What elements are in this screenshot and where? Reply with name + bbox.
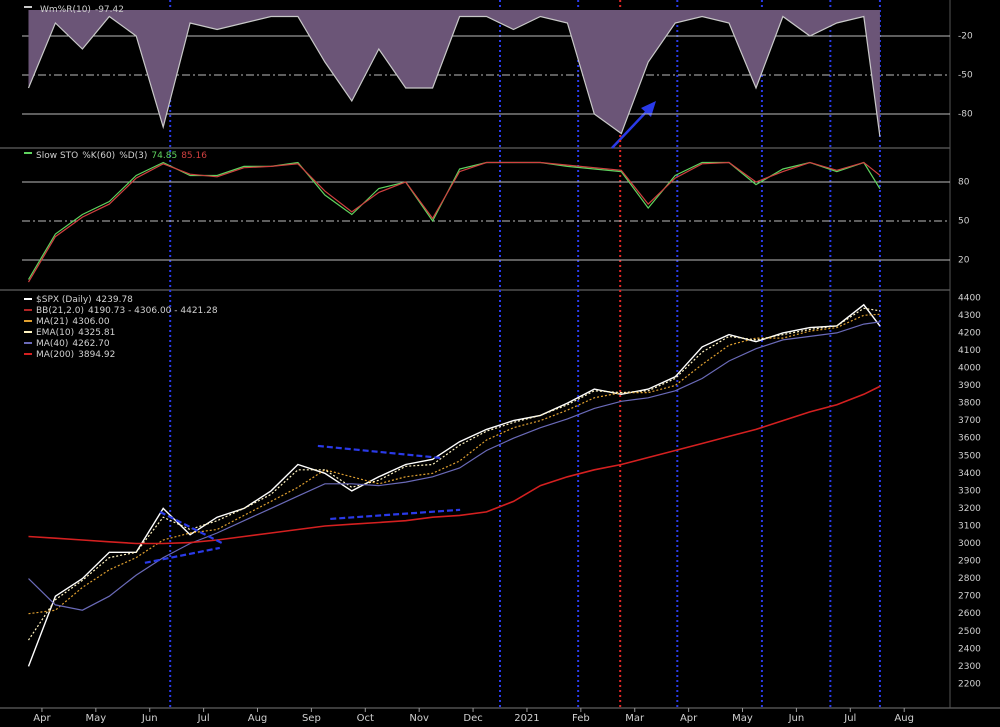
legend: MA(40) 4262.70 [36, 339, 110, 349]
y-tick-label: 3300 [958, 486, 981, 496]
y-tick-label: 2400 [958, 644, 981, 654]
y-tick-label: -50 [958, 71, 973, 81]
legend-value: 3894.92 [78, 350, 115, 360]
legend-swatch [24, 320, 32, 322]
x-tick-label: Sep [302, 713, 321, 724]
legend-swatch [24, 342, 32, 344]
legend-value: 74.85 [151, 151, 177, 161]
legend: Wm%R(10) -97.42 [40, 5, 124, 15]
legend-value: 4262.70 [72, 339, 109, 349]
y-tick-label: 4000 [958, 363, 981, 373]
y-tick-label: 3200 [958, 504, 981, 514]
legend-swatch [24, 353, 32, 355]
x-tick-label: Nov [409, 713, 429, 724]
legend: $SPX (Daily) 4239.78 [36, 295, 133, 305]
x-tick-label: Aug [894, 713, 914, 724]
x-tick-label: Jun [141, 713, 158, 724]
x-tick-label: May [85, 713, 106, 724]
y-tick-label: 3400 [958, 469, 981, 479]
y-tick-label: 2800 [958, 574, 981, 584]
x-tick-label: 2021 [514, 713, 539, 724]
legend: MA(21) 4306.00 [36, 317, 110, 327]
y-tick-label: 3700 [958, 416, 981, 426]
trendline [330, 508, 461, 521]
legend: BB(21,2.0) 4190.73 - 4306.00 - 4421.28 [36, 306, 218, 316]
y-tick-label: 2700 [958, 592, 981, 602]
legend: EMA(10) 4325.81 [36, 328, 115, 338]
legend-name: %D(3) [119, 151, 147, 161]
y-tick-label: 4300 [958, 311, 981, 321]
x-tick-label: Apr [33, 713, 51, 724]
trendline [317, 444, 441, 459]
y-tick-label: 20 [958, 256, 970, 266]
legend-value: 4239.78 [96, 295, 133, 305]
series-line [27, 161, 881, 283]
y-tick-label: 3100 [958, 521, 981, 531]
legend-value: 85.16 [181, 151, 207, 161]
y-tick-label: 2900 [958, 557, 981, 567]
y-tick-label: 50 [958, 217, 970, 227]
y-tick-label: 3000 [958, 539, 981, 549]
trendline [144, 546, 220, 564]
series-line [28, 313, 880, 615]
trendline [159, 510, 223, 544]
legend: Slow STO %K(60) %D(3) 74.85 85.16 [36, 151, 207, 161]
y-tick-label: 3500 [958, 451, 981, 461]
annotation-arrow [611, 101, 656, 149]
y-tick-label: 4400 [958, 293, 981, 303]
legend-swatch [24, 298, 32, 300]
x-tick-label: Feb [572, 713, 590, 724]
legend-name: Wm%R(10) [40, 5, 91, 15]
arrow-shaft [611, 109, 649, 149]
x-tick-label: Jul [197, 713, 210, 724]
y-tick-label: 80 [958, 178, 970, 188]
y-tick-label: -80 [958, 110, 973, 120]
x-tick-label: Aug [248, 713, 268, 724]
series-line [27, 15, 881, 137]
legend-name: $SPX (Daily) [36, 295, 92, 305]
y-tick-label: 4100 [958, 346, 981, 356]
y-tick-label: 3900 [958, 381, 981, 391]
legend-swatch [24, 152, 32, 154]
y-tick-label: 2200 [958, 679, 981, 689]
series-line [28, 385, 881, 545]
legend-value: -97.42 [95, 5, 124, 15]
legend-name: BB(21,2.0) [36, 306, 84, 316]
y-tick-label: 2600 [958, 609, 981, 619]
y-tick-label: 3800 [958, 399, 981, 409]
x-tick-label: Mar [625, 713, 645, 724]
legend-name: MA(200) [36, 350, 74, 360]
series-area [28, 10, 880, 137]
legend-label: Slow STO [36, 151, 78, 161]
legend-value: 4325.81 [78, 328, 115, 338]
legend-swatch [24, 309, 32, 311]
y-tick-label: -20 [958, 32, 973, 42]
x-tick-label: Apr [680, 713, 698, 724]
x-tick-label: Jun [788, 713, 805, 724]
y-tick-label: 3600 [958, 434, 981, 444]
y-tick-label: 4200 [958, 328, 981, 338]
y-tick-label: 2300 [958, 662, 981, 672]
series-line [28, 321, 880, 611]
legend-name: %K(60) [82, 151, 115, 161]
x-tick-label: Jul [843, 713, 856, 724]
x-tick-label: Dec [463, 713, 482, 724]
legend-value: 4306.00 [72, 317, 109, 327]
legend-name: MA(40) [36, 339, 68, 349]
legend-value: 4190.73 - 4306.00 - 4421.28 [88, 306, 218, 316]
series-line [28, 307, 880, 641]
arrow-head [641, 101, 656, 117]
legend-swatch [24, 331, 32, 333]
y-tick-label: 2500 [958, 627, 981, 637]
x-tick-label: Oct [357, 713, 374, 724]
legend-name: EMA(10) [36, 328, 74, 338]
legend-name: MA(21) [36, 317, 68, 327]
legend-swatch [24, 6, 32, 8]
legend: MA(200) 3894.92 [36, 350, 115, 360]
x-tick-label: May [732, 713, 753, 724]
